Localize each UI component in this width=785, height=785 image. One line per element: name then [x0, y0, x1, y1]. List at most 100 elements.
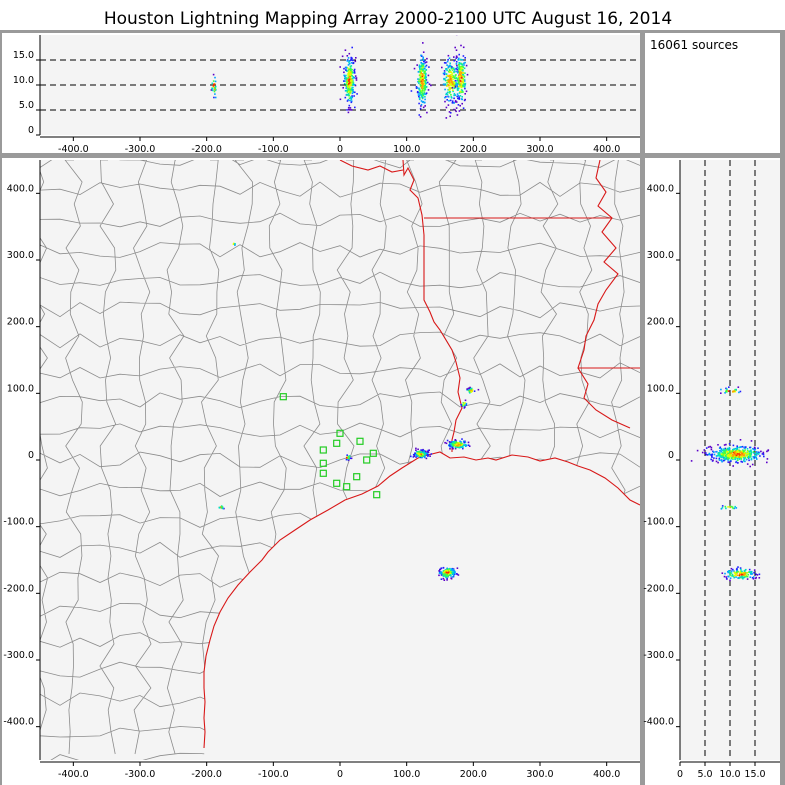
altitude-profile-source-point [462, 107, 465, 109]
altitude-profile-source-point [354, 84, 357, 87]
plan-view-source-point [455, 443, 458, 445]
plan-view-source-point [220, 505, 223, 508]
plan-view-y-tick-label: 0 [28, 450, 34, 461]
altitude-profile-source-point [348, 83, 350, 85]
altitude-profile-source-point [421, 80, 424, 83]
altitude-profile-source-point [457, 70, 459, 73]
altitude-profile-source-point [347, 85, 349, 87]
latitude-profile-source-point [721, 572, 724, 574]
latitude-profile-source-point [766, 450, 768, 453]
latitude-profile-source-point [743, 458, 746, 460]
altitude-profile-source-point [354, 106, 356, 109]
altitude-profile-source-point [461, 65, 464, 68]
altitude-profile-source-point [422, 58, 424, 60]
altitude-profile-source-point [417, 91, 419, 93]
altitude-profile-source-point [345, 87, 347, 89]
plan-view-source-point [449, 569, 452, 572]
altitude-profile-source-point [213, 90, 216, 93]
latitude-profile-source-point [713, 453, 716, 456]
plan-view-source-point [452, 443, 454, 446]
plan-view-source-point [349, 457, 352, 460]
plan-view-source-point [455, 573, 458, 575]
altitude-profile-source-point [458, 110, 461, 112]
altitude-profile-source-point [426, 57, 428, 60]
plan-view-source-point [453, 570, 456, 572]
latitude-profile-source-point [724, 456, 726, 459]
latitude-profile-source-point [708, 453, 710, 456]
altitude-profile-source-point [423, 91, 426, 93]
latitude-profile-x-tick-label: 10.0 [719, 769, 740, 780]
latitude-profile-source-point [728, 457, 730, 459]
altitude-profile-source-point [449, 99, 452, 102]
altitude-profile-source-point [463, 78, 466, 81]
altitude-profile-source-point [212, 86, 214, 88]
latitude-profile-source-point [747, 456, 749, 459]
altitude-profile-source-point [457, 89, 459, 91]
altitude-profile-source-point [350, 59, 352, 61]
altitude-profile-source-point [345, 67, 348, 69]
latitude-profile-source-point [729, 577, 732, 579]
latitude-profile-source-point [758, 451, 761, 454]
altitude-profile-source-point [349, 78, 352, 80]
latitude-profile-source-point [737, 451, 739, 453]
latitude-profile-source-point [729, 505, 731, 508]
plan-view-source-point [463, 444, 465, 447]
panel-frames [0, 30, 785, 785]
altitude-profile-source-point [462, 55, 465, 57]
altitude-profile-source-point [453, 59, 455, 62]
altitude-profile-source-point [423, 86, 425, 88]
altitude-profile-source-point [453, 94, 455, 97]
altitude-profile-source-point [348, 73, 350, 75]
altitude-profile-source-point [415, 86, 418, 88]
altitude-profile-source-point [418, 82, 420, 85]
latitude-profile-source-point [740, 458, 743, 460]
latitude-profile-source-point [735, 447, 738, 450]
latitude-profile-source-point [727, 449, 729, 451]
altitude-profile-source-point [449, 86, 452, 89]
altitude-profile-source-point [348, 82, 351, 84]
altitude-profile-source-point [351, 78, 354, 80]
altitude-profile-source-point [453, 83, 455, 85]
latitude-profile-source-point [721, 460, 723, 463]
altitude-profile-source-point [422, 56, 424, 59]
altitude-profile-source-point [458, 98, 460, 100]
latitude-profile-x-tick-label: 0 [677, 769, 683, 780]
latitude-profile-source-point [741, 461, 744, 463]
plan-view-source-point [449, 572, 451, 575]
latitude-profile-source-point [739, 446, 742, 448]
latitude-profile-source-point [749, 446, 751, 449]
altitude-profile-source-point [451, 68, 454, 71]
latitude-profile-points [690, 386, 770, 582]
altitude-profile-source-point [417, 71, 420, 73]
source-count: 16061 sources [650, 38, 738, 52]
latitude-profile-source-point [742, 449, 744, 451]
latitude-profile-source-point [723, 454, 726, 456]
plan-view-source-point [446, 567, 448, 570]
latitude-profile-source-point [726, 456, 729, 459]
altitude-profile-source-point [344, 96, 347, 99]
altitude-profile-source-point [347, 99, 349, 101]
altitude-profile-x-tick-label: 0 [337, 144, 343, 155]
latitude-profile-y-tick-label: -100.0 [643, 517, 674, 528]
latitude-profile-source-point [722, 449, 724, 452]
altitude-profile-source-point [345, 78, 348, 81]
latitude-profile-source-point [708, 453, 711, 456]
altitude-profile-source-point [214, 85, 217, 88]
altitude-profile-source-point [351, 71, 353, 73]
altitude-profile-source-point [418, 78, 421, 81]
altitude-profile-source-point [353, 77, 356, 79]
latitude-profile-source-point [727, 459, 729, 461]
altitude-profile-source-point [346, 100, 349, 102]
altitude-profile-source-point [423, 71, 426, 74]
plan-view-source-point [448, 444, 451, 446]
altitude-profile-source-point [455, 107, 458, 109]
altitude-profile-source-point [456, 114, 459, 116]
altitude-profile-source-point [460, 72, 463, 75]
plan-view-source-point [462, 404, 464, 406]
plan-view-source-point [462, 402, 465, 404]
latitude-profile-source-point [728, 386, 730, 388]
plan-view-source-point [445, 576, 447, 579]
plan-view-source-point [450, 577, 452, 579]
plan-view-source-point [440, 567, 443, 569]
altitude-profile-source-point [349, 109, 351, 111]
